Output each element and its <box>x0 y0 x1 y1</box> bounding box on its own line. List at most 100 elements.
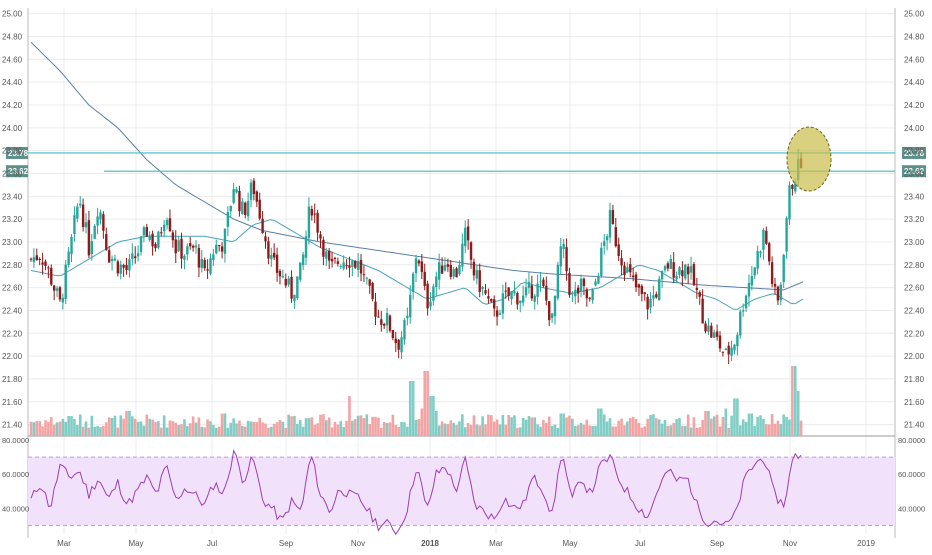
volume-bar <box>377 417 380 436</box>
price-tick-right: 21.80 <box>904 375 925 384</box>
candle-body <box>768 243 771 262</box>
price-tick-right: 23.00 <box>904 238 925 247</box>
candle-body <box>394 338 397 344</box>
candle-body <box>67 251 70 265</box>
price-tick-left: 23.40 <box>2 192 23 201</box>
volume-bar <box>272 423 276 436</box>
candle-body <box>727 345 730 355</box>
candle-body <box>96 216 99 226</box>
candle-body <box>446 264 450 267</box>
candle-body <box>278 270 282 277</box>
highlight-marker[interactable] <box>786 126 832 192</box>
candle-body <box>377 316 380 318</box>
candle-body <box>605 236 609 241</box>
candle-body <box>52 285 56 291</box>
volume-bar <box>611 426 615 436</box>
volume-bar <box>733 398 736 436</box>
price-tick-right: 24.20 <box>904 101 925 110</box>
price-tick-left: 21.80 <box>2 375 23 384</box>
time-tick-label: 2018 <box>421 539 439 548</box>
candle-body <box>695 287 699 290</box>
candle-body <box>160 232 163 234</box>
candle-body <box>741 310 745 312</box>
candle-body <box>565 247 568 272</box>
moving-average-short <box>30 219 804 310</box>
candle-body <box>675 275 678 280</box>
candle-body <box>330 258 334 262</box>
volume-bar <box>698 427 702 436</box>
volume-bar <box>785 417 788 436</box>
candle-body <box>186 246 189 255</box>
volume-bar <box>663 419 667 436</box>
volume-bar <box>168 420 172 436</box>
candle-body <box>362 274 366 276</box>
candle-body <box>191 245 195 248</box>
volume-bar <box>249 421 253 436</box>
volume-bar <box>767 424 771 436</box>
volume-bar <box>307 418 311 436</box>
volume-bar <box>359 415 363 436</box>
candle-body <box>319 234 322 239</box>
volume-bar <box>631 416 635 436</box>
price-grid <box>27 8 896 538</box>
candle-body <box>440 265 444 274</box>
candle-body <box>681 270 684 277</box>
volume-bar <box>779 424 783 436</box>
volume-bar <box>246 420 250 436</box>
volume-bar <box>313 424 317 436</box>
candle-body <box>582 278 586 286</box>
candle-body <box>287 278 290 285</box>
candle-body <box>258 199 261 219</box>
volume-bar <box>232 418 235 436</box>
price-tag-left-label: 23.62 <box>8 167 29 176</box>
volume-bar <box>177 425 180 436</box>
candle-body <box>359 259 363 274</box>
volume-bar <box>186 426 189 436</box>
volume-bar <box>61 418 65 436</box>
candle-body <box>107 250 111 263</box>
candle-body <box>689 266 693 273</box>
volume-bar <box>174 422 178 436</box>
volume-bar <box>472 415 476 436</box>
candle-body <box>704 323 707 332</box>
volume-bar <box>200 426 204 436</box>
volume-bar <box>559 413 563 436</box>
volume-bar <box>562 413 565 436</box>
candle-body <box>655 294 658 298</box>
volume-bar <box>484 424 487 436</box>
volume-bar <box>223 413 227 436</box>
time-tick-label: Nov <box>783 539 797 548</box>
price-tick-right: 23.60 <box>904 169 925 178</box>
candle-body <box>721 351 725 353</box>
volume-bar <box>704 411 707 436</box>
volume-bar <box>776 420 780 436</box>
volume-bar <box>738 425 742 436</box>
volume-bar <box>191 416 195 436</box>
price-tick-left: 23.00 <box>2 238 23 247</box>
candle-body <box>177 240 180 252</box>
volume-bar <box>374 416 377 436</box>
volume-bar <box>466 423 470 436</box>
candle-body <box>351 260 354 267</box>
candle-body <box>576 287 580 294</box>
candle-body <box>255 191 259 202</box>
horizontal-levels[interactable]: 23.78 23.78 23.62 23.62 <box>6 146 926 178</box>
volume-bar <box>741 419 745 436</box>
price-tick-left: 24.00 <box>2 124 23 133</box>
volume-bar <box>521 417 525 436</box>
candle-body <box>241 201 244 214</box>
price-tick-left: 23.80 <box>2 147 23 156</box>
candle-body <box>238 190 241 212</box>
candle-body <box>380 319 383 325</box>
volume-bar <box>628 417 632 436</box>
candle-body <box>568 273 571 295</box>
volume-bar <box>394 424 398 436</box>
volume-bar <box>513 415 516 436</box>
candle-body <box>76 206 79 219</box>
candle-body <box>701 298 704 324</box>
volume-bar <box>243 426 247 436</box>
candle-body <box>490 299 493 302</box>
candle-body <box>148 235 151 240</box>
